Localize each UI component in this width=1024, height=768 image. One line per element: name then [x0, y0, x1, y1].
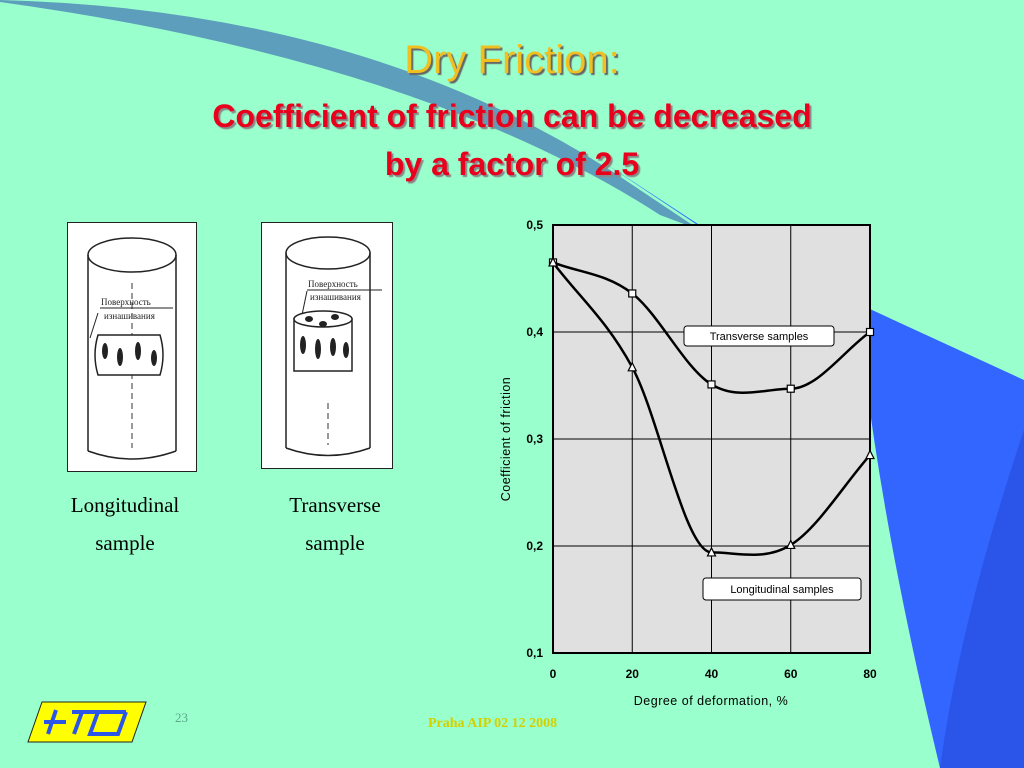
transverse-data-point — [628, 289, 637, 298]
subtitle-line-1: Coefficient of friction can be decreased — [212, 98, 812, 134]
svg-text:изнашивания: изнашивания — [104, 311, 155, 321]
y-tick-label: 0,5 — [526, 218, 543, 232]
x-tick-label: 40 — [705, 667, 719, 681]
longitudinal-data-point — [865, 449, 875, 460]
slide-title: Dry Friction: — [404, 38, 620, 82]
longitudinal-series-line — [552, 261, 871, 557]
legend-transverse: Transverse samples — [683, 325, 835, 347]
footer-text: Praha AIP 02 12 2008 — [428, 716, 558, 731]
svg-text:изнашивания: изнашивания — [310, 292, 361, 302]
x-tick-label: 20 — [626, 667, 640, 681]
institution-logo — [27, 701, 147, 743]
tick-labels: 0 20 40 60 80 0,1 0,2 0,3 0,4 0,5 — [526, 218, 877, 681]
x-tick-label: 0 — [550, 667, 557, 681]
subtitle-line-2: by a factor of 2.5 — [384, 146, 640, 182]
y-tick-label: 0,1 — [526, 646, 543, 660]
transverse-caption-line-1: Transverse — [289, 493, 381, 517]
svg-text:Поверхность: Поверхность — [101, 297, 151, 307]
longitudinal-caption-line-1: Longitudinal — [70, 493, 180, 517]
transverse-data-point — [707, 380, 716, 389]
transverse-caption-line-2: sample — [305, 531, 365, 555]
x-axis-label: Degree of deformation, % — [634, 694, 788, 708]
longitudinal-caption: Longitudinal sample — [45, 486, 205, 562]
legend-transverse-label: Transverse samples — [710, 331, 809, 343]
x-tick-label: 60 — [784, 667, 798, 681]
longitudinal-caption-line-2: sample — [95, 531, 155, 555]
longitudinal-data-point — [785, 539, 796, 550]
transverse-caption: Transverse sample — [255, 486, 415, 562]
slide-number: 23 — [175, 710, 188, 725]
longitudinal-data-point — [627, 361, 638, 372]
legend-longitudinal: Longitudinal samples — [702, 577, 862, 601]
svg-text:Поверхность: Поверхность — [308, 279, 358, 289]
longitudinal-sample-image: Поверхность изнашивания — [67, 222, 197, 472]
y-tick-label: 0,2 — [526, 539, 543, 553]
x-tick-label: 80 — [863, 667, 877, 681]
legend-longitudinal-label: Longitudinal samples — [730, 584, 834, 596]
transverse-data-point — [786, 384, 795, 393]
y-tick-label: 0,3 — [526, 432, 543, 446]
friction-chart: 0 20 40 60 80 0,1 0,2 0,3 0,4 0,5 Transverse samp… — [499, 218, 877, 708]
y-axis-label: Coefficient of friction — [499, 377, 513, 502]
transverse-sample-image: Поверхность изнашивания — [261, 222, 393, 469]
longitudinal-data-point — [548, 256, 558, 267]
y-tick-label: 0,4 — [526, 325, 543, 339]
transverse-data-point — [865, 327, 875, 337]
series-markers — [548, 256, 875, 557]
longitudinal-data-point — [706, 546, 717, 557]
slide-subtitle: Coefficient of friction can be decreased… — [0, 92, 1024, 188]
